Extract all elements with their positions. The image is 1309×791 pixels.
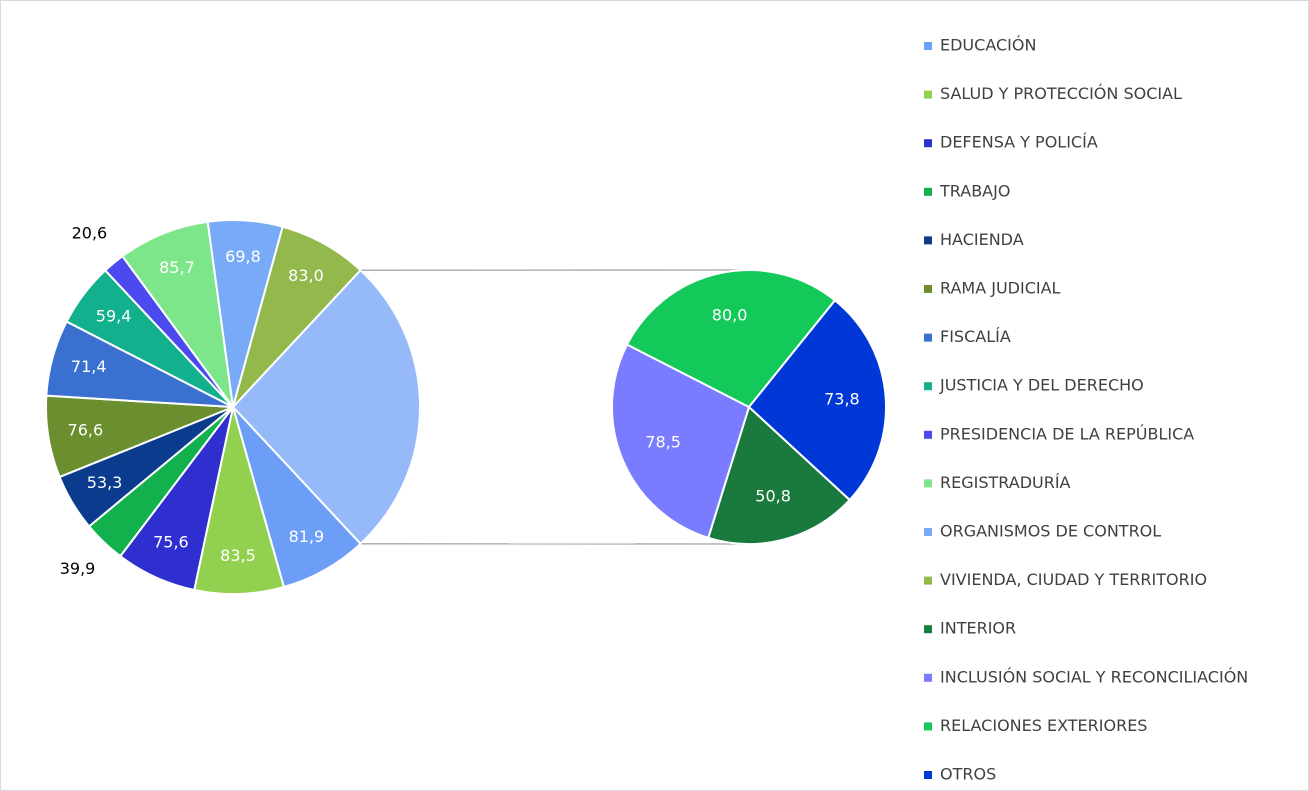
data-label: 50,8 bbox=[755, 486, 791, 505]
legend-label: JUSTICIA Y DEL DERECHO bbox=[939, 376, 1144, 395]
legend-label: FISCALÍA bbox=[940, 327, 1011, 346]
legend-swatch bbox=[924, 285, 932, 293]
data-label: 20,6 bbox=[72, 223, 108, 242]
data-label: 59,4 bbox=[96, 306, 132, 325]
legend-swatch bbox=[924, 479, 932, 488]
legend-swatch bbox=[924, 382, 932, 391]
legend-label: DEFENSA Y POLICÍA bbox=[940, 133, 1098, 152]
legend-label: REGISTRADURÍA bbox=[940, 473, 1071, 492]
legend-label: TRABAJO bbox=[939, 181, 1010, 200]
pie-slice bbox=[625, 269, 837, 409]
legend-swatch bbox=[924, 722, 932, 731]
legend-label: INCLUSIÓN SOCIAL Y RECONCILIACIÓN bbox=[940, 667, 1248, 686]
data-label: 75,6 bbox=[153, 533, 189, 552]
data-label: 80,0 bbox=[712, 305, 748, 324]
legend-swatch bbox=[924, 625, 932, 634]
pie-slice bbox=[747, 298, 887, 502]
data-label: 78,5 bbox=[645, 433, 681, 452]
legend-swatch bbox=[924, 333, 932, 342]
legend-label: RAMA JUDICIAL bbox=[940, 279, 1061, 298]
legend-label: EDUCACIÓN bbox=[940, 36, 1036, 55]
legend-swatch bbox=[924, 576, 932, 585]
data-label: 53,3 bbox=[87, 473, 123, 492]
data-label: 39,9 bbox=[60, 559, 96, 578]
pie-slice bbox=[232, 225, 362, 408]
legend-swatch bbox=[924, 430, 932, 439]
data-label: 69,8 bbox=[225, 247, 261, 266]
legend-label: SALUD Y PROTECCIÓN SOCIAL bbox=[940, 84, 1182, 103]
data-label: 85,7 bbox=[159, 258, 195, 277]
legend-swatch bbox=[924, 771, 932, 779]
data-label: 73,8 bbox=[824, 390, 860, 409]
data-label: 76,6 bbox=[68, 421, 104, 440]
legend-swatch bbox=[924, 673, 932, 682]
data-label: 71,4 bbox=[71, 357, 107, 376]
legend-swatch bbox=[924, 42, 932, 50]
legend-swatch bbox=[924, 139, 932, 148]
pie-slice bbox=[611, 343, 751, 540]
legend-label: PRESIDENCIA DE LA REPÚBLICA bbox=[940, 424, 1194, 443]
legend-swatch bbox=[924, 236, 932, 245]
legend-label: RELACIONES EXTERIORES bbox=[940, 716, 1147, 735]
legend-label: INTERIOR bbox=[940, 619, 1016, 638]
data-label: 83,0 bbox=[288, 266, 324, 285]
pie-slice bbox=[121, 220, 234, 408]
legend-label: VIVIENDA, CIUDAD Y TERRITORIO bbox=[940, 570, 1207, 589]
legend-label: ORGANISMOS DE CONTROL bbox=[940, 522, 1161, 541]
legend-label: HACIENDA bbox=[940, 230, 1024, 249]
data-label: 81,9 bbox=[289, 527, 325, 546]
legend-swatch bbox=[924, 90, 932, 99]
data-label: 83,5 bbox=[220, 546, 256, 565]
pie-slice-other bbox=[231, 268, 421, 546]
pie-slice bbox=[707, 405, 852, 545]
legend-swatch bbox=[924, 187, 932, 196]
legend-label: OTROS bbox=[940, 765, 996, 784]
legend-swatch bbox=[924, 528, 932, 536]
